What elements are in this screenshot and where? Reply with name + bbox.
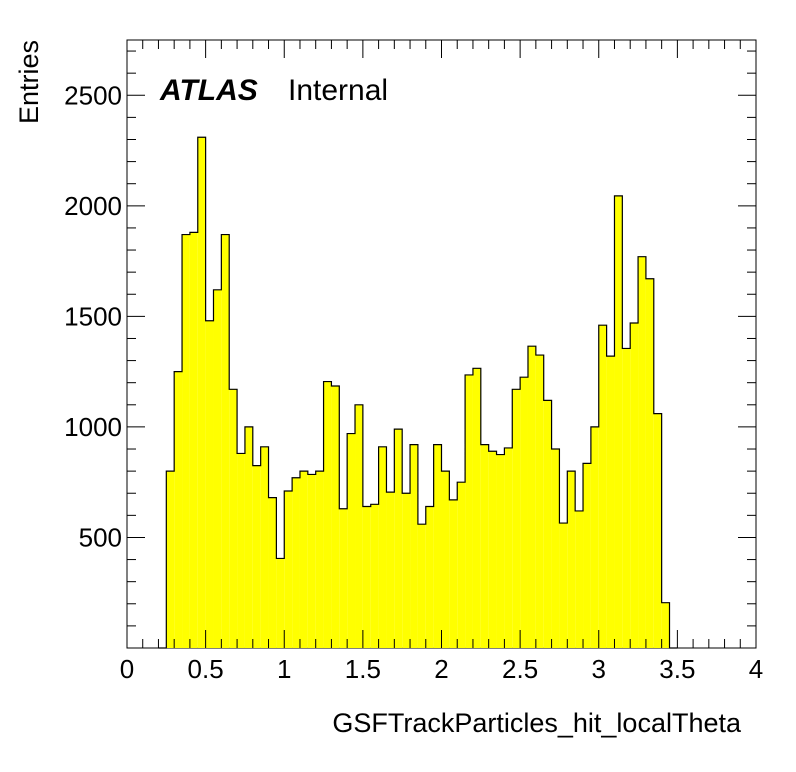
x-tick-label: 1.5 [345, 654, 381, 684]
histogram-bar [386, 492, 395, 648]
histogram-bar [182, 234, 190, 648]
x-tick-label: 2 [434, 654, 448, 684]
histogram-bar [197, 137, 206, 648]
histogram-bar [221, 234, 230, 648]
histogram-bar [189, 232, 198, 648]
x-tick-label: 2.5 [502, 654, 538, 684]
histogram-bar [213, 289, 222, 648]
histogram-bar [362, 506, 371, 648]
x-tick-label: 3.5 [659, 654, 695, 684]
histogram-bar [630, 322, 639, 648]
histogram-bar [323, 381, 332, 648]
histogram-bar [307, 474, 316, 648]
y-tick-label: 2000 [64, 191, 122, 221]
histogram-outline [158, 136, 678, 649]
y-tick-label: 1500 [64, 301, 122, 331]
histogram-bar [378, 446, 387, 648]
y-axis-title: Entries [14, 40, 44, 124]
histogram-bar [268, 497, 277, 648]
histogram-bar [394, 429, 403, 648]
histogram-bar [260, 446, 269, 648]
x-tick-labels: 0 0.5 1 1.5 2 2.5 3 3.5 4 [120, 654, 763, 684]
histogram-bar [441, 471, 450, 648]
histogram-bar [606, 356, 615, 648]
histogram-bar [488, 451, 497, 648]
histogram-bar [551, 449, 560, 648]
atlas-label: ATLAS [159, 74, 258, 107]
histogram-bar [622, 348, 631, 648]
histogram-bars [158, 136, 678, 649]
x-tick-label: 1 [277, 654, 291, 684]
histogram-bar [653, 413, 662, 648]
histogram-bar [567, 471, 576, 648]
x-tick-label: 0 [120, 654, 134, 684]
x-tick-label: 4 [749, 654, 763, 684]
histogram-bar [535, 355, 544, 648]
histogram-bar [355, 404, 363, 648]
histogram-bar [370, 504, 379, 648]
histogram-bar [512, 389, 521, 648]
histogram-bar [520, 377, 528, 648]
y-tick-label: 2500 [64, 80, 122, 110]
histogram-bar [166, 471, 175, 648]
histogram-bar [425, 506, 434, 648]
x-tick-label: 3 [592, 654, 606, 684]
histogram-bar [465, 374, 473, 648]
x-axis-title: GSFTrackParticles_hit_localTheta [332, 708, 742, 738]
histogram-bar [590, 426, 599, 648]
histogram-bar [315, 471, 324, 648]
histogram-bar [614, 195, 623, 649]
histogram-bar [575, 510, 584, 648]
atlas-status-label: Internal [288, 74, 388, 107]
histogram-bar [480, 444, 489, 648]
histogram-bar [417, 524, 426, 648]
histogram-bar [543, 400, 552, 648]
histogram-bar [504, 447, 513, 648]
histogram-bar [472, 368, 481, 648]
histogram-bar [457, 482, 466, 648]
y-tick-labels: 500 1000 1500 2000 2500 [64, 80, 122, 552]
histogram-bar [402, 493, 411, 648]
axis-ticks [126, 40, 757, 648]
histogram-bar [347, 433, 356, 648]
histogram-bar [559, 523, 568, 648]
histogram-bar [244, 426, 253, 648]
histogram-bar [433, 444, 442, 648]
histogram-bar [638, 256, 646, 648]
histogram-bar [174, 371, 183, 648]
histogram-bar [661, 602, 670, 648]
y-tick-label: 1000 [64, 412, 122, 442]
histogram-bar [527, 346, 536, 648]
histogram-bar [292, 477, 300, 648]
histogram-bar [410, 444, 418, 648]
histogram-bar [331, 386, 340, 648]
histogram-bar [252, 465, 261, 648]
histogram-bar [276, 558, 285, 648]
histogram-bar [583, 463, 591, 648]
histogram-bar [496, 454, 505, 648]
x-tick-label: 0.5 [188, 654, 224, 684]
histogram-bar [645, 278, 654, 648]
histogram-bar [205, 320, 214, 648]
histogram-bar [299, 471, 308, 648]
histogram-bar [449, 499, 458, 648]
histogram-bar [598, 325, 607, 648]
histogram-bar [229, 389, 238, 648]
histogram-bar [339, 508, 348, 648]
histogram-bar [237, 453, 245, 648]
histogram-bar [284, 491, 293, 648]
y-tick-label: 500 [79, 522, 122, 552]
